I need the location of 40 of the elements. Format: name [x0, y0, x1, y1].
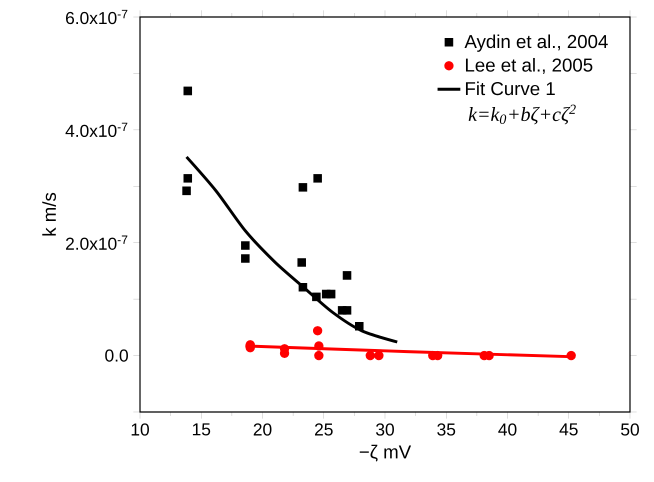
y-tick-label: 0.0	[105, 349, 128, 362]
point	[184, 174, 192, 183]
legend-label: Aydin et al., 2004	[464, 34, 608, 52]
point	[326, 290, 336, 298]
point	[566, 350, 576, 360]
legend-label: Fit Curve 1	[466, 82, 555, 96]
point	[342, 306, 352, 315]
x-tick-label: 30	[376, 423, 394, 436]
point	[312, 292, 321, 302]
point	[298, 183, 308, 192]
x-tick-label: 40	[498, 423, 516, 436]
point	[184, 86, 192, 96]
point	[355, 322, 364, 330]
x-axis-title: −ζ mV	[360, 444, 412, 462]
x-tick-label: 10	[132, 423, 149, 436]
line-series	[185, 155, 399, 344]
point	[312, 326, 322, 336]
x-tick-label: 50	[621, 423, 639, 436]
y-tick-label: 2.0x10$^{-7}$	[66, 236, 128, 250]
x-tick-label: 15	[192, 423, 210, 436]
point	[313, 174, 322, 183]
point	[241, 254, 250, 263]
annotation: k=k$_{0}$+bζ+cζ$^{2}$	[468, 104, 576, 124]
x-tick-label: 35	[437, 423, 456, 436]
point	[314, 341, 324, 351]
point	[297, 258, 306, 267]
point	[314, 350, 324, 360]
y-tick-label: 4.0x10$^{-7}$	[66, 122, 128, 138]
point	[298, 283, 308, 292]
x-tick-label: 25	[314, 423, 333, 436]
legend-label: Lee et al., 2005	[466, 58, 592, 74]
point	[374, 350, 384, 360]
x-tick-label: 45	[560, 423, 578, 436]
point	[366, 350, 375, 360]
point	[241, 241, 250, 250]
y-tick-label: 6.0x10$^{-7}$	[66, 10, 128, 24]
x-tick-label: 20	[254, 423, 272, 436]
y-axis-title: k m/s	[42, 192, 56, 236]
point	[182, 186, 191, 196]
point	[342, 271, 352, 280]
